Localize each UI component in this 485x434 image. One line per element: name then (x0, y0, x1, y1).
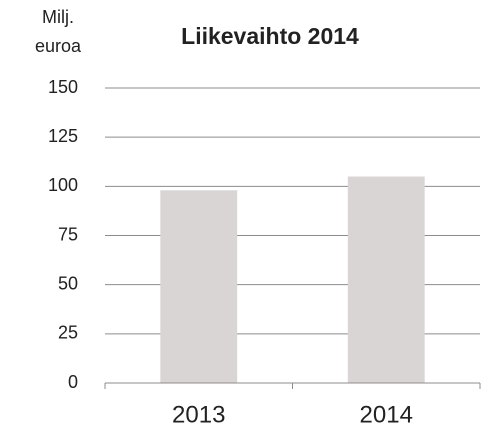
y-tick-label: 100 (48, 175, 78, 195)
y-tick-label: 125 (48, 126, 78, 146)
x-tick-label: 2013 (172, 401, 225, 428)
y-axis-label: euroa (35, 36, 82, 56)
bar (160, 190, 238, 383)
y-tick-label: 0 (68, 372, 78, 392)
y-tick-label: 150 (48, 77, 78, 97)
bar (347, 176, 425, 383)
chart-title: Liikevaihto 2014 (181, 23, 359, 49)
y-tick-label: 50 (58, 273, 78, 293)
y-tick-label: 75 (58, 224, 78, 244)
y-axis-label: Milj. (42, 7, 74, 27)
x-tick-label: 2014 (360, 401, 413, 428)
y-tick-label: 25 (58, 323, 78, 343)
